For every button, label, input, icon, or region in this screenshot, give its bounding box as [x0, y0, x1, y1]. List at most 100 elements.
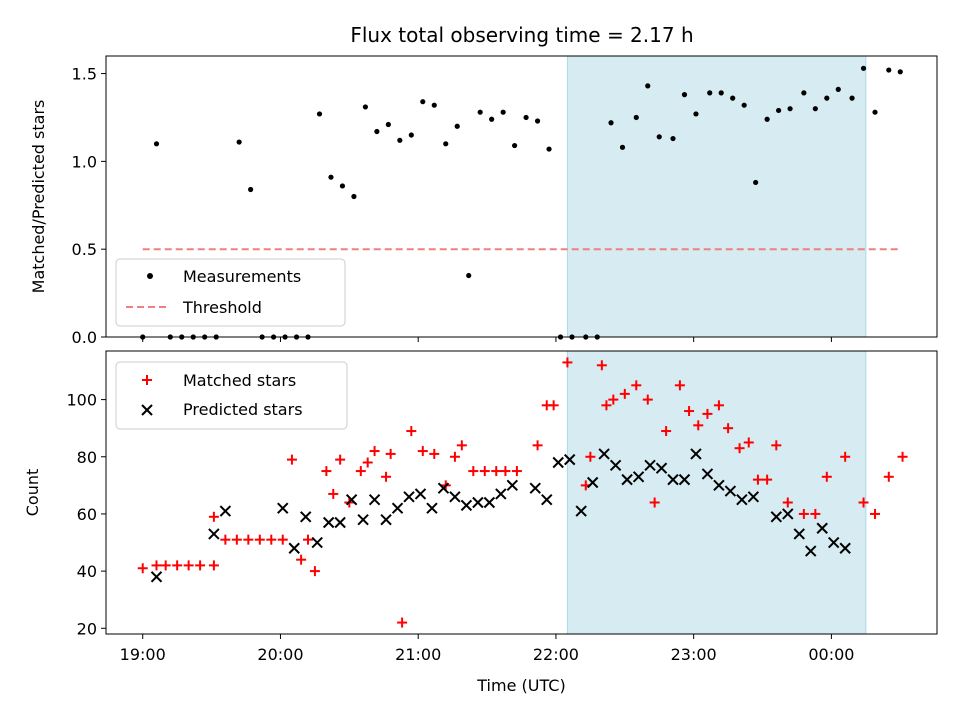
predicted-star-point — [552, 456, 564, 469]
cross-b — [380, 513, 392, 526]
matched-star-point — [429, 448, 440, 459]
measurement-point — [454, 123, 460, 129]
measurement-point — [420, 99, 426, 105]
cross-b — [141, 404, 153, 416]
measurement-point — [776, 107, 782, 114]
x-tick-label: 22:00 — [533, 645, 579, 664]
bottom-axes-frame — [105, 350, 938, 635]
measurement-point — [608, 120, 614, 126]
measurement-point — [656, 134, 662, 140]
matched-star-point — [511, 466, 522, 477]
legend-matched-label: Matched stars — [183, 371, 296, 390]
cross-b — [368, 493, 381, 506]
matched-star-point — [449, 451, 460, 462]
measurement-point — [236, 139, 242, 145]
matched-star-point — [693, 420, 704, 431]
predicted-star-point — [541, 493, 553, 506]
cross-b — [208, 528, 220, 540]
bottom-y-axis-label: Count — [23, 469, 42, 517]
predicted-star-point — [782, 508, 794, 520]
cross-b — [747, 491, 760, 503]
predicted-star-point — [345, 493, 358, 506]
cross-b — [449, 491, 461, 503]
legend-cross — [141, 404, 153, 416]
cross-b — [495, 488, 507, 500]
measurement-point — [408, 132, 414, 138]
matched-star-point — [619, 388, 630, 399]
predicted-star-point — [277, 502, 289, 514]
legend-measurements-marker — [147, 273, 153, 279]
matched-star-point — [734, 443, 745, 454]
measurement-point — [443, 141, 449, 147]
matched-star-point — [385, 448, 396, 459]
cross-b — [288, 542, 300, 554]
cross-b — [357, 513, 369, 526]
matched-star-point — [858, 497, 869, 508]
predicted-star-point — [334, 516, 346, 529]
predicted-star-point — [368, 493, 381, 506]
matched-stars-points — [137, 357, 908, 628]
cross-b — [391, 502, 404, 514]
matched-star-point — [674, 380, 685, 391]
matched-star-point — [231, 534, 242, 545]
matched-star-point — [642, 394, 653, 405]
matched-star-point — [137, 563, 148, 574]
matched-star-point — [798, 508, 809, 519]
predicted-star-point — [311, 536, 323, 549]
measurement-point — [489, 116, 495, 122]
measurement-point — [645, 83, 651, 89]
measurement-point — [466, 272, 472, 279]
predicted-star-point — [403, 491, 415, 503]
top-y-ticks: 0.0 0.5 1.0 1.5 — [72, 65, 106, 347]
predicted-star-point — [300, 511, 312, 523]
measurement-point — [248, 186, 254, 193]
measurement-point — [707, 90, 713, 96]
chart-title: Flux total observing time = 2.17 h — [350, 23, 693, 47]
cross-b — [437, 482, 450, 494]
cross-b — [414, 488, 427, 500]
cross-b — [334, 516, 346, 529]
matched-star-point — [468, 466, 479, 477]
predicted-star-point — [586, 476, 599, 489]
top-y-axis-label: Matched/Predicted stars — [29, 100, 48, 294]
cross-b — [667, 473, 679, 486]
predicted-star-point — [827, 536, 840, 549]
cross-b — [150, 571, 163, 583]
matched-star-point — [335, 454, 346, 465]
measurement-point — [153, 141, 160, 147]
measurement-point — [670, 135, 676, 142]
matched-star-point — [183, 560, 194, 571]
y-tick-label: 0.0 — [72, 328, 97, 347]
predicted-star-point — [437, 482, 450, 494]
matched-star-point — [883, 471, 894, 482]
predicted-star-point — [690, 448, 702, 460]
matched-star-point — [479, 466, 490, 477]
measurement-point — [741, 102, 747, 108]
cross-b — [322, 516, 335, 529]
measurement-point — [397, 137, 403, 143]
cross-b — [541, 493, 553, 506]
cross-b — [564, 453, 576, 466]
cross-b — [586, 476, 599, 489]
predicted-star-point — [288, 542, 300, 554]
cross-b — [793, 528, 805, 540]
x-tick-label: 20:00 — [257, 645, 303, 664]
predicted-star-point — [414, 488, 427, 500]
legend-predicted-marker — [141, 404, 153, 416]
measurement-point — [512, 142, 518, 149]
predicted-star-point — [632, 471, 645, 483]
y-tick-label: 20 — [77, 619, 97, 638]
x-tick-label: 19:00 — [120, 645, 166, 664]
observing-span-bottom — [566, 350, 867, 635]
predicted-star-point — [529, 482, 541, 494]
cross-b — [713, 479, 725, 492]
matched-star-point — [810, 508, 821, 519]
measurement-point — [523, 114, 529, 121]
cross-b — [805, 545, 817, 557]
cross-b — [311, 536, 323, 549]
matched-star-point — [532, 440, 543, 451]
matched-star-point — [743, 437, 754, 448]
matched-star-point — [195, 560, 206, 571]
measurement-point — [477, 109, 483, 115]
legend-threshold-label: Threshold — [182, 298, 262, 317]
